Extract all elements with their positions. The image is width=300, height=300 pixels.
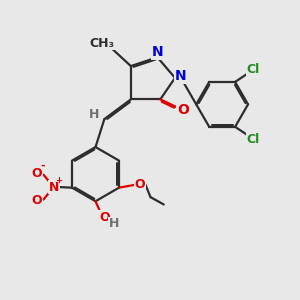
Text: CH₃: CH₃	[89, 37, 114, 50]
Text: N: N	[175, 69, 186, 83]
Text: O: O	[32, 194, 42, 207]
Text: +: +	[56, 176, 63, 185]
Text: Cl: Cl	[246, 63, 260, 76]
Text: N: N	[152, 45, 163, 59]
Text: -: -	[40, 161, 45, 171]
Text: H: H	[109, 218, 119, 230]
Text: O: O	[32, 167, 42, 180]
Text: H: H	[89, 108, 99, 121]
Text: O: O	[135, 178, 146, 191]
Text: O: O	[177, 103, 189, 117]
Text: Cl: Cl	[246, 133, 260, 146]
Text: O: O	[99, 211, 110, 224]
Text: N: N	[49, 181, 59, 194]
